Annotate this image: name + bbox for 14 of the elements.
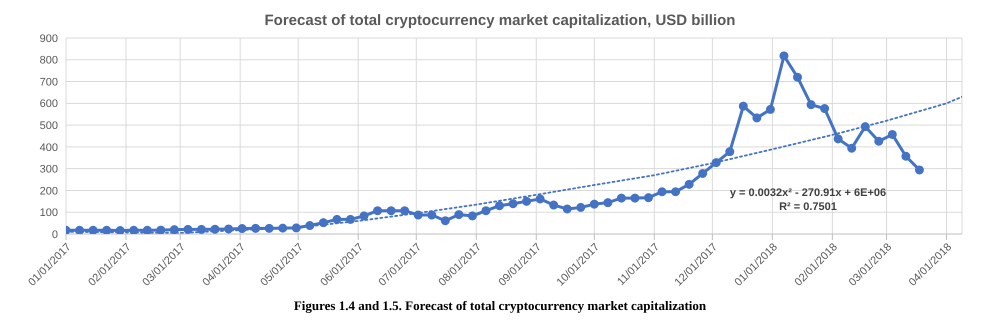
chart-title: Forecast of total cryptocurrency market capitalization, USD billion: [264, 11, 736, 31]
y-tick-label: 0: [52, 228, 58, 241]
y-tick-label: 800: [40, 54, 58, 67]
y-tick-label: 600: [40, 98, 58, 110]
y-tick-label: 700: [40, 76, 58, 88]
y-tick-label: 100: [40, 207, 58, 220]
y-tick-label: 500: [40, 120, 58, 132]
y-tick-label: 200: [40, 185, 58, 198]
text: Figures 1.4 and 1.5. Forecast of total cryptocurrency market capitalization: [292, 298, 708, 314]
y-tick-label: 400: [40, 142, 58, 154]
annotation: y = 0.0032x² - 270.91x + 6E+06: [728, 186, 888, 200]
y-tick-label: 300: [40, 164, 58, 176]
annotation: R² = 0.7501: [778, 200, 838, 214]
y-tick-label: 900: [40, 32, 58, 45]
